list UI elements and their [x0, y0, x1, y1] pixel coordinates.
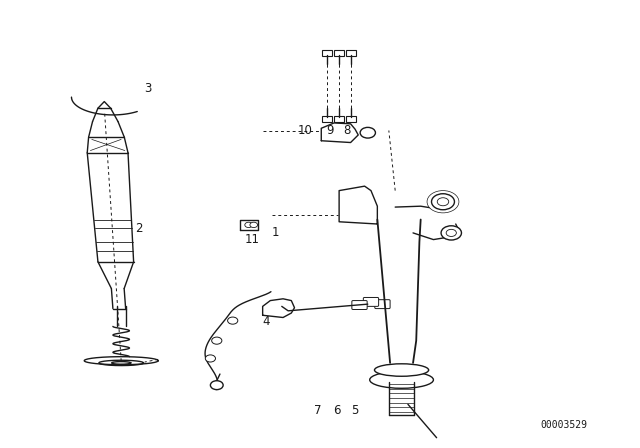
- Text: 6: 6: [333, 405, 341, 418]
- Text: 2: 2: [134, 222, 142, 235]
- Circle shape: [212, 337, 222, 344]
- FancyBboxPatch shape: [334, 50, 344, 56]
- Text: 3: 3: [144, 82, 152, 95]
- FancyBboxPatch shape: [322, 50, 332, 56]
- Circle shape: [427, 190, 459, 213]
- Circle shape: [360, 127, 376, 138]
- Text: 1: 1: [271, 226, 279, 239]
- FancyBboxPatch shape: [346, 50, 356, 56]
- Text: 10: 10: [297, 124, 312, 137]
- Circle shape: [431, 194, 454, 210]
- FancyBboxPatch shape: [334, 116, 344, 122]
- FancyBboxPatch shape: [346, 116, 356, 122]
- Circle shape: [446, 229, 456, 237]
- Circle shape: [250, 222, 257, 228]
- Text: 11: 11: [244, 233, 259, 246]
- Circle shape: [245, 222, 252, 228]
- Text: 4: 4: [262, 315, 269, 328]
- Circle shape: [228, 317, 238, 324]
- FancyBboxPatch shape: [322, 116, 332, 122]
- FancyBboxPatch shape: [375, 300, 390, 309]
- Circle shape: [211, 381, 223, 390]
- Text: 8: 8: [344, 124, 351, 137]
- FancyBboxPatch shape: [352, 301, 367, 310]
- Ellipse shape: [374, 364, 429, 376]
- Circle shape: [205, 355, 216, 362]
- Ellipse shape: [370, 371, 433, 388]
- FancyBboxPatch shape: [364, 297, 379, 306]
- Circle shape: [437, 198, 449, 206]
- Text: 9: 9: [326, 124, 333, 137]
- Text: 5: 5: [351, 405, 359, 418]
- Text: 00003529: 00003529: [541, 420, 588, 430]
- Circle shape: [441, 226, 461, 240]
- Text: 7: 7: [314, 405, 321, 418]
